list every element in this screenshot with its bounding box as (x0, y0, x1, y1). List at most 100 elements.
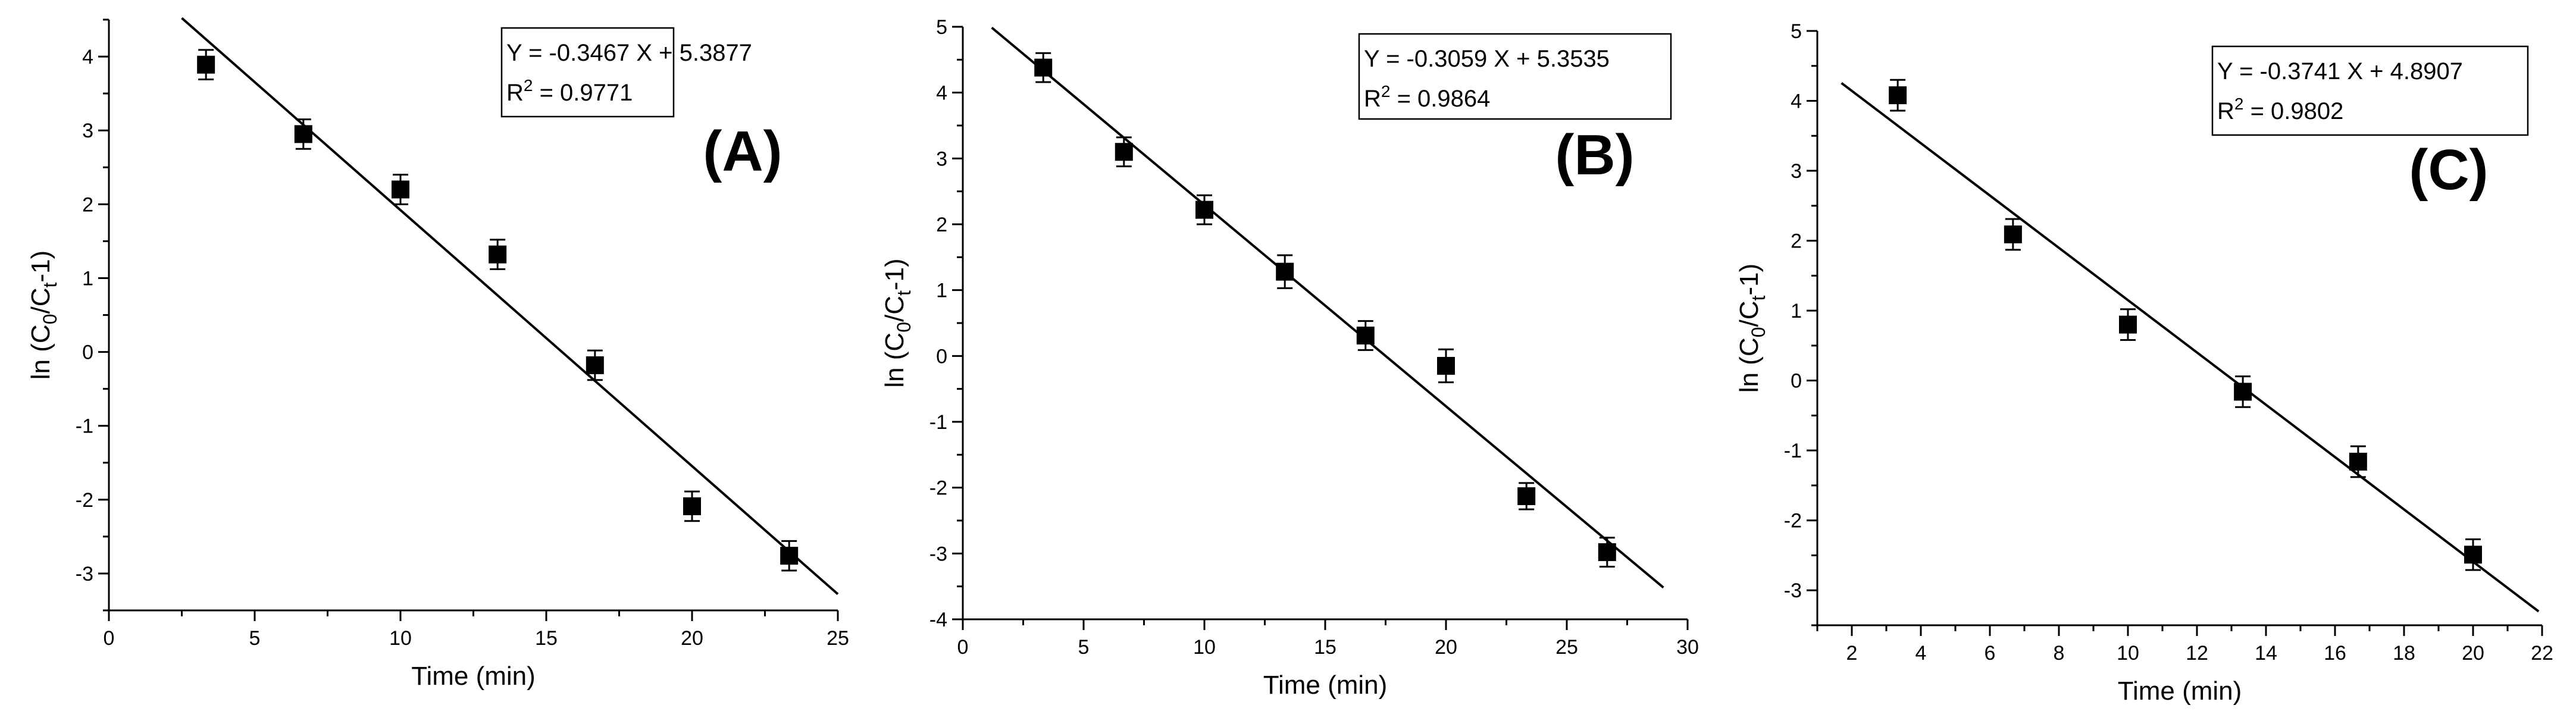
y-axis-label-part: ln (C (1735, 337, 1764, 393)
y-axis-label-part: -1) (880, 258, 909, 290)
x-tick-label: 14 (2255, 642, 2277, 665)
data-point (2464, 546, 2482, 564)
equation-box (500, 27, 675, 118)
y-tick-label: 4 (936, 82, 947, 105)
data-point (1195, 200, 1213, 219)
y-axis-label-part: /C (880, 296, 909, 322)
x-tick-label: 5 (1078, 636, 1090, 659)
panel-label: (A) (703, 120, 782, 183)
data-point (1034, 58, 1053, 77)
y-tick-label: 2 (1791, 230, 1802, 253)
x-tick-label: 25 (827, 627, 849, 650)
data-point (1115, 143, 1133, 161)
y-axis-label-part: ln (C (880, 333, 909, 388)
r-squared-value: = 0.9771 (533, 80, 633, 106)
fit-equation: Y = -0.3467 X + 5.3877 (506, 40, 752, 66)
x-tick-label: 0 (104, 627, 115, 650)
y-axis-label-part: 0 (1748, 327, 1769, 337)
y-tick-label: 2 (82, 193, 93, 216)
data-point (1276, 262, 1294, 281)
y-tick-label: 1 (936, 280, 947, 302)
y-axis-label: ln (C0/Ct-1) (1735, 264, 1769, 393)
y-axis-label: ln (C0/Ct-1) (26, 250, 61, 380)
y-tick-label: -1 (929, 411, 947, 434)
y-axis-label-part: t (1748, 295, 1769, 300)
x-tick-label: 6 (1985, 642, 1996, 665)
x-axis-label: Time (min) (2118, 676, 2242, 706)
y-axis-label-part: -1) (1735, 264, 1764, 296)
r-squared-symbol: R (2217, 98, 2234, 124)
y-axis-label-part: 0 (893, 322, 915, 333)
data-point (294, 125, 312, 143)
data-point (683, 497, 701, 515)
y-tick-label: -4 (929, 609, 947, 631)
r-squared-symbol: R (506, 80, 524, 106)
y-tick-label: -2 (76, 489, 93, 512)
r-squared: R2 = 0.9864 (1364, 82, 1490, 112)
y-tick-label: 1 (1791, 300, 1802, 322)
y-tick-label: 0 (936, 345, 947, 368)
data-point (1598, 543, 1616, 562)
data-point (2119, 315, 2137, 334)
x-tick-label: 5 (249, 627, 261, 650)
y-axis-label-part: t (39, 282, 61, 287)
data-point (392, 180, 409, 199)
fit-line (181, 17, 839, 596)
fit-line (991, 26, 1664, 589)
x-tick-label: 10 (2117, 642, 2139, 665)
y-axis-label-part: t (893, 290, 915, 296)
data-point (1517, 487, 1536, 506)
panel-label: (B) (1555, 123, 1634, 187)
y-tick-label: 3 (1791, 160, 1802, 183)
fit-line (1841, 82, 2540, 613)
data-point (586, 356, 604, 374)
y-tick-label: -1 (1784, 440, 1802, 462)
r-squared: R2 = 0.9771 (506, 76, 633, 106)
y-tick-label: 4 (1791, 90, 1802, 113)
x-tick-label: 20 (681, 627, 703, 650)
y-axis-label-part: /C (26, 287, 55, 314)
fit-equation: Y = -0.3741 X + 4.8907 (2217, 58, 2463, 84)
y-axis-label-part: -1) (26, 250, 55, 283)
y-axis-label-part: 0 (39, 314, 61, 324)
r-squared-value: = 0.9802 (2243, 98, 2343, 124)
y-tick-label: -3 (76, 563, 93, 585)
y-tick-label: -3 (1784, 579, 1802, 602)
x-tick-label: 30 (1676, 636, 1699, 659)
data-point (1889, 86, 1907, 105)
r-squared-exponent: 2 (524, 76, 533, 95)
y-tick-label: -1 (76, 415, 93, 438)
x-axis-label: Time (min) (1263, 670, 1388, 700)
x-tick-label: 4 (1915, 642, 1927, 665)
r-squared-exponent: 2 (2234, 95, 2244, 113)
r-squared: R2 = 0.9802 (2217, 95, 2343, 124)
data-point (2349, 452, 2367, 471)
data-point (489, 245, 507, 264)
y-tick-label: 5 (936, 16, 947, 39)
x-tick-label: 25 (1555, 636, 1578, 659)
y-axis-label-part: ln (C (26, 324, 55, 380)
fit-equation: Y = -0.3059 X + 5.3535 (1364, 46, 1610, 72)
x-tick-label: 10 (389, 627, 412, 650)
x-tick-label: 10 (1193, 636, 1216, 659)
x-tick-label: 0 (957, 636, 969, 659)
data-point (1437, 356, 1455, 375)
y-tick-label: -2 (929, 477, 947, 500)
x-tick-label: 16 (2324, 642, 2346, 665)
r-squared-value: = 0.9864 (1390, 86, 1490, 112)
data-point (2004, 225, 2022, 244)
y-tick-label: 3 (82, 120, 93, 142)
equation-box (1358, 33, 1672, 120)
y-tick-label: 2 (936, 214, 947, 236)
x-tick-label: 20 (2462, 642, 2484, 665)
x-tick-label: 2 (1846, 642, 1858, 665)
data-point (197, 55, 215, 74)
data-point (2234, 383, 2252, 401)
x-tick-label: 22 (2531, 642, 2553, 665)
y-tick-label: 1 (82, 267, 93, 290)
equation-box (2211, 45, 2529, 136)
